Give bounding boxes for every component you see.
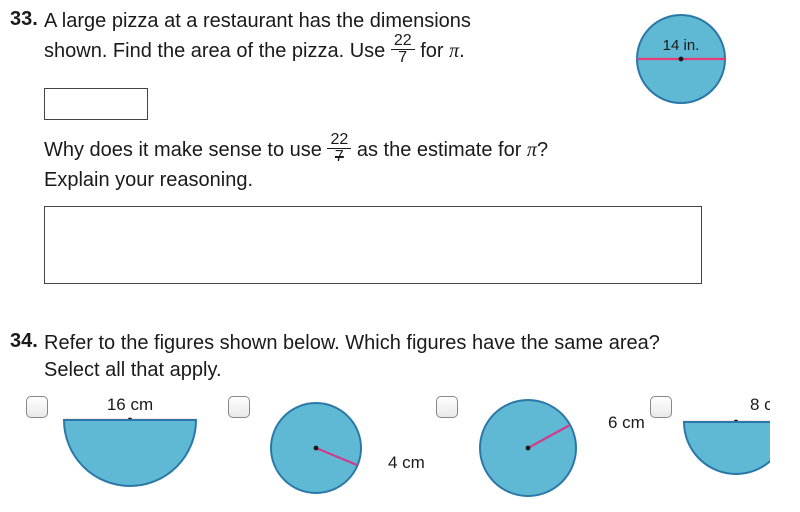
figure-d-semicircle [684, 422, 770, 474]
followup-b: as the estimate for [357, 139, 527, 161]
q33-period: . [459, 40, 465, 62]
figure-a-semicircle [64, 420, 196, 486]
q33-line1: A large pizza at a restaurant has the di… [44, 10, 471, 32]
figure-a-svg: 16 cm [56, 392, 216, 492]
followup-q: ? [537, 139, 548, 161]
checkbox-b[interactable] [228, 396, 250, 418]
figure-b-center [314, 446, 319, 451]
frac-num-2: 22 [327, 132, 351, 149]
figure-c-svg: 6 cm [466, 392, 646, 498]
q33-followup: Why does it make sense to use 22 7 as th… [44, 134, 782, 194]
answer-box-small[interactable] [44, 88, 148, 120]
q33-text: A large pizza at a restaurant has the di… [44, 8, 471, 68]
figure-b-label: 4 cm [388, 453, 425, 472]
page: 33. A large pizza at a restaurant has th… [0, 0, 800, 512]
pizza-svg: 14 in. [632, 10, 730, 108]
followup-a: Why does it make sense to use [44, 139, 327, 161]
q34: 34. Refer to the figures shown below. Wh… [10, 330, 782, 498]
q34-line2: Select all that apply. [44, 359, 222, 381]
checkbox-c[interactable] [436, 396, 458, 418]
q34-row: 34. Refer to the figures shown below. Wh… [10, 330, 782, 384]
pizza-diagram: 14 in. [632, 10, 730, 113]
q33-number: 33. [10, 8, 44, 31]
answer-box-large[interactable] [44, 206, 702, 284]
q34-number: 34. [10, 330, 44, 353]
frac-den-2: 7 [327, 149, 351, 165]
option-c: 6 cm [436, 392, 650, 498]
option-b: 4 cm [228, 392, 436, 496]
pizza-label: 14 in. [663, 37, 700, 54]
q33-line2b: for [420, 40, 449, 62]
frac-den: 7 [391, 50, 415, 66]
option-a: 16 cm [26, 392, 228, 492]
q34-line1: Refer to the figures shown below. Which … [44, 332, 660, 354]
figure-c-center [526, 446, 531, 451]
option-d: 8 c [650, 392, 770, 492]
figure-row: 16 cm 4 cm [10, 392, 782, 498]
figure-c-label: 6 cm [608, 413, 645, 432]
pizza-center-dot [679, 57, 684, 62]
fraction-22-7-strike: 22 7 [327, 132, 351, 165]
fraction-22-7: 22 7 [391, 33, 415, 66]
figure-a-label: 16 cm [107, 395, 153, 414]
figure-d-label: 8 c [750, 395, 770, 414]
frac-num: 22 [391, 33, 415, 50]
q33-line2a: shown. Find the area of the pizza. Use [44, 40, 391, 62]
figure-b-svg: 4 cm [258, 392, 428, 496]
pi-symbol: π [449, 40, 459, 62]
figure-d-svg: 8 c [680, 392, 770, 492]
q34-text: Refer to the figures shown below. Which … [44, 330, 660, 384]
pi-symbol-2: π [527, 139, 537, 161]
checkbox-d[interactable] [650, 396, 672, 418]
explain-text: Explain your reasoning. [44, 169, 253, 191]
checkbox-a[interactable] [26, 396, 48, 418]
